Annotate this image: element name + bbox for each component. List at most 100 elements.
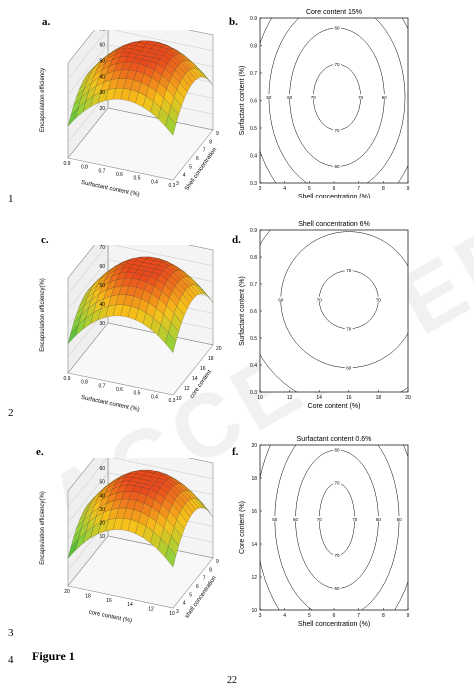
contour-label-b: 70 xyxy=(334,128,340,133)
x-tick-a: 0.5 xyxy=(134,176,141,182)
contour-label-f: 50 xyxy=(397,517,403,522)
contour-label-bg-b xyxy=(285,94,294,100)
contour-label-bg-b xyxy=(332,61,341,67)
x-tick-a: 0.6 xyxy=(116,172,123,178)
line-number-2: 2 xyxy=(8,407,14,419)
x-tick-e: 18 xyxy=(85,593,91,599)
z-tick-c: 40 xyxy=(99,302,105,308)
x-tick-c: 0.5 xyxy=(134,391,141,397)
y-tick-d: 0.9 xyxy=(250,228,257,234)
y-tick-a: 7 xyxy=(203,148,206,154)
y-axis-label-c: core content xyxy=(189,369,213,400)
x-tick-e: 16 xyxy=(106,598,112,604)
y-tick-d: 0.5 xyxy=(250,336,257,342)
floor-e xyxy=(67,535,214,609)
plot-frame-f xyxy=(259,444,409,611)
z-tick-c: 70 xyxy=(99,245,105,251)
contour-label-bg-d xyxy=(374,296,383,302)
wall-gridline-e xyxy=(67,458,214,507)
x-tick-a: 0.8 xyxy=(81,165,88,171)
y-tick-c: 12 xyxy=(184,386,190,392)
x-tick-c: 0.9 xyxy=(64,376,71,382)
z-tick-a: 30 xyxy=(99,90,105,96)
contour-label-bg-f xyxy=(270,516,279,522)
z-tick-e: 60 xyxy=(99,466,105,472)
y-tick-f: 12 xyxy=(251,575,257,581)
x-tick-f: 9 xyxy=(407,613,410,619)
contour-label-bg-d xyxy=(315,296,324,302)
x-tick-d: 18 xyxy=(376,395,382,401)
y-tick-b: 0.4 xyxy=(250,154,257,160)
y-tick-f: 18 xyxy=(251,476,257,482)
x-tick-c: 0.8 xyxy=(81,380,88,386)
x-tick-d: 14 xyxy=(316,395,322,401)
contour-label-d: 60 xyxy=(346,365,352,370)
y-tick-d: 0.6 xyxy=(250,309,257,315)
y-tick-f: 10 xyxy=(251,608,257,614)
contour-label-bg-b xyxy=(309,94,318,100)
y-tick-e: 7 xyxy=(203,576,206,582)
x-tick-f: 3 xyxy=(259,613,262,619)
panel-label-b: b. xyxy=(229,16,238,28)
z-axis-label-c: Encapsulation efficiency(%) xyxy=(40,278,46,352)
surface-cell-c xyxy=(165,332,177,354)
contour-label-bg-d xyxy=(344,364,353,370)
z-axis-label-e: Encapsulation efficiency(%) xyxy=(40,491,46,565)
contour-label-bg-d xyxy=(344,267,353,273)
contour-label-f: 60 xyxy=(334,448,340,453)
contour-label-bg-f xyxy=(291,516,300,522)
y-tick-c: 16 xyxy=(200,366,206,372)
z-tick-a: 70 xyxy=(99,30,105,33)
contour-label-b: 60 xyxy=(334,26,340,31)
y-tick-e: 8 xyxy=(209,567,212,573)
surface-cell-e xyxy=(165,546,177,568)
y-tick-e: 3 xyxy=(176,609,179,615)
y-tick-b: 0.7 xyxy=(250,71,257,77)
y-tick-a: 9 xyxy=(216,131,219,137)
page-number: 22 xyxy=(227,675,237,686)
x-tick-e: 14 xyxy=(127,602,133,608)
surface-plot-a: 203040506070800.90.80.70.60.50.40.334567… xyxy=(40,30,219,198)
y-tick-c: 10 xyxy=(176,396,182,402)
line-number-1: 1 xyxy=(8,193,14,205)
contour-label-b: 70 xyxy=(311,95,317,100)
surface-plot-e: 10203040506070802018161412103456789Encap… xyxy=(40,458,219,625)
x-tick-f: 8 xyxy=(382,613,385,619)
contour-label-bg-b xyxy=(332,127,341,133)
contour-label-d: 70 xyxy=(376,297,382,302)
panel-label-e: e. xyxy=(36,446,44,458)
contour-label-bg-f xyxy=(332,479,341,485)
x-tick-d: 10 xyxy=(257,395,263,401)
contour-label-bg-f xyxy=(395,516,404,522)
x-axis-label-f: Shell concentration (%) xyxy=(298,621,370,628)
y-tick-f: 16 xyxy=(251,509,257,515)
floor-c xyxy=(67,322,214,396)
y-tick-e: 5 xyxy=(189,592,192,598)
contour-label-f: 70 xyxy=(334,553,340,558)
x-axis-label-a: Surfactant content (%) xyxy=(80,180,140,198)
y-tick-e: 6 xyxy=(196,584,199,590)
y-tick-b: 0.8 xyxy=(250,44,257,50)
x-tick-f: 7 xyxy=(357,613,360,619)
x-tick-f: 4 xyxy=(283,613,286,619)
y-tick-f: 14 xyxy=(251,542,257,548)
contour-plot-f: Surfactant content 0.6% 3 4 5 6 7 8 9 10 12 14 16 18… xyxy=(239,436,410,628)
contour-label-d: 60 xyxy=(278,297,284,302)
y-tick-c: 18 xyxy=(208,356,214,362)
z-tick-a: 60 xyxy=(99,43,105,49)
y-tick-b: 0.9 xyxy=(250,16,257,22)
x-axis-label-b: Shell concentration (%) xyxy=(298,194,370,198)
y-tick-a: 6 xyxy=(196,156,199,162)
x-tick-d: 16 xyxy=(346,395,352,401)
x-tick-a: 0.3 xyxy=(169,183,176,189)
x-tick-b: 6 xyxy=(333,186,336,192)
contour-label-d: 70 xyxy=(317,297,323,302)
y-tick-b: 0.6 xyxy=(250,99,257,105)
y-tick-a: 8 xyxy=(209,139,212,145)
wall-gridline-c xyxy=(67,245,214,294)
contour-label-b: 50 xyxy=(266,95,272,100)
contour-label-bg-f xyxy=(350,516,359,522)
contour-label-b: 60 xyxy=(334,164,340,169)
z-tick-e: 40 xyxy=(99,493,105,499)
contour-label-bg-b xyxy=(264,94,273,100)
